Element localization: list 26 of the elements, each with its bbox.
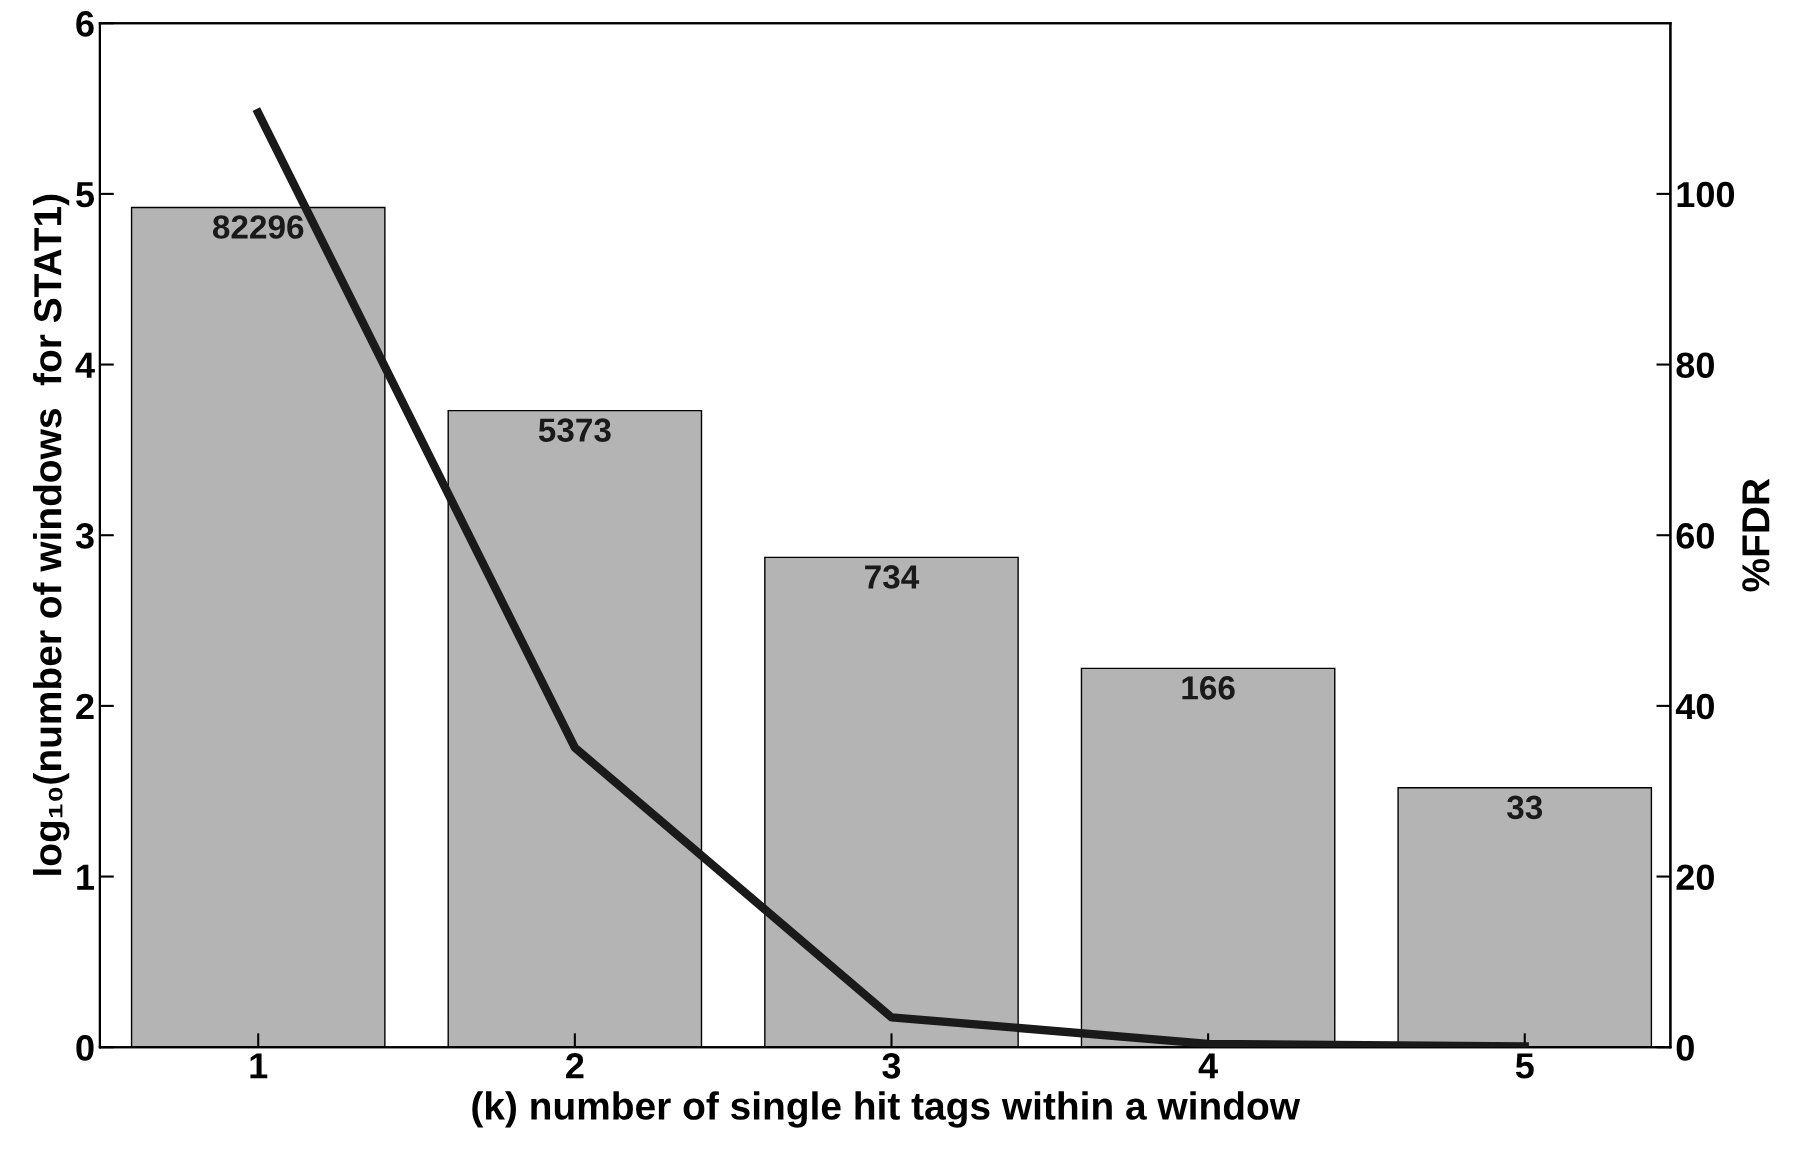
y2-axis-title: %FDR	[1742, 478, 1770, 592]
annotation: 734	[865, 565, 920, 589]
y2-tick-label: 0	[1676, 1035, 1694, 1061]
y2-tick-label: 40	[1675, 693, 1714, 720]
y-tick-label: 0	[76, 1035, 94, 1061]
x-tick-label: 2	[566, 1053, 584, 1079]
y-tick-label: 2	[76, 693, 94, 719]
annotation: 33	[1506, 795, 1543, 820]
annotation: 5373	[538, 418, 611, 442]
y2-tick-label: 100	[1677, 181, 1735, 208]
x-tick-label: 3	[882, 1053, 901, 1079]
annotation: 166	[1182, 676, 1235, 700]
x-tick-label: 5	[1515, 1053, 1534, 1079]
x-tick-label: 1	[250, 1053, 268, 1079]
y2-tick-label: 20	[1676, 864, 1714, 890]
y-tick-label: 1	[77, 864, 95, 890]
y2-tick-label: 60	[1676, 523, 1714, 549]
y-axis-title: log₁₀(number of windows for STAT1)	[32, 194, 70, 875]
y-tick-label: 6	[76, 11, 94, 37]
y-tick-label: 3	[75, 523, 94, 549]
x-tick-label: 4	[1198, 1053, 1218, 1079]
annotation: 82296	[212, 215, 304, 239]
y2-tick-label: 80	[1676, 352, 1714, 378]
y-tick-label: 4	[75, 352, 95, 378]
x-axis-title: (k) number of single hit tags within a window	[472, 1091, 1301, 1128]
y-tick-label: 5	[76, 182, 95, 208]
